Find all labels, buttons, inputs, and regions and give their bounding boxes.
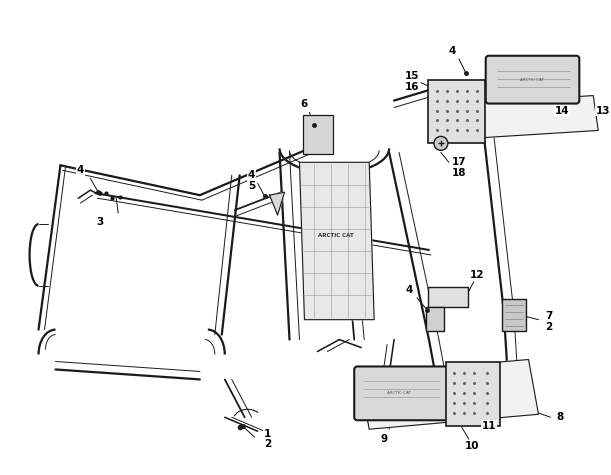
Text: 14: 14 (555, 105, 569, 115)
Text: 16: 16 (404, 82, 419, 92)
Text: 3: 3 (97, 217, 104, 227)
Text: 12: 12 (469, 270, 484, 280)
Text: 4: 4 (248, 170, 255, 180)
Text: 4: 4 (448, 46, 456, 56)
Text: ARCTIC CAT: ARCTIC CAT (318, 232, 354, 238)
Text: 15: 15 (404, 71, 419, 81)
Text: 7: 7 (545, 311, 552, 321)
Polygon shape (269, 192, 285, 215)
FancyBboxPatch shape (502, 299, 525, 331)
FancyBboxPatch shape (486, 56, 579, 104)
FancyBboxPatch shape (446, 362, 500, 426)
Text: 1: 1 (264, 429, 271, 439)
Text: 8: 8 (557, 412, 564, 422)
Text: 2: 2 (545, 322, 552, 332)
FancyBboxPatch shape (428, 287, 468, 307)
Text: 18: 18 (452, 168, 466, 178)
Text: 17: 17 (452, 157, 466, 167)
Text: 9: 9 (381, 434, 388, 444)
Text: ARCTIC CAT: ARCTIC CAT (387, 391, 411, 395)
Circle shape (434, 136, 448, 151)
FancyBboxPatch shape (426, 307, 444, 331)
Text: 2: 2 (264, 439, 271, 449)
Polygon shape (299, 162, 374, 320)
Polygon shape (359, 360, 538, 429)
Text: 13: 13 (596, 105, 610, 115)
FancyBboxPatch shape (304, 114, 334, 154)
FancyBboxPatch shape (354, 367, 448, 420)
FancyBboxPatch shape (428, 80, 485, 143)
Text: 4: 4 (405, 285, 412, 295)
Text: 11: 11 (481, 421, 496, 431)
Text: 4: 4 (77, 165, 84, 175)
Text: ARCTIC CAT: ARCTIC CAT (519, 77, 544, 82)
Text: 5: 5 (248, 181, 255, 191)
Polygon shape (434, 95, 598, 141)
Text: 10: 10 (464, 441, 479, 451)
Text: 6: 6 (301, 98, 308, 109)
